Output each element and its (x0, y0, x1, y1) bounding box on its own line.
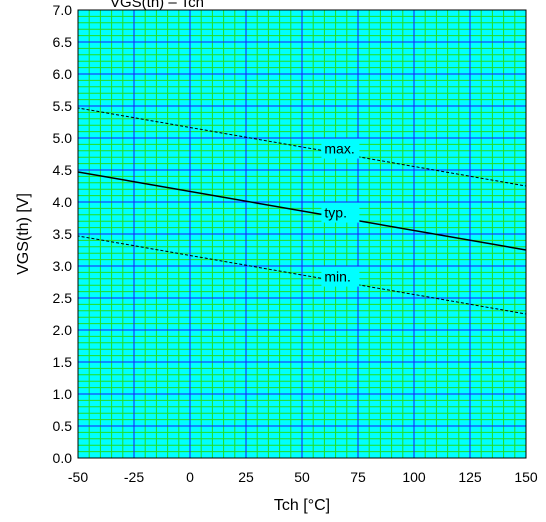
series-max-line (78, 107, 526, 187)
x-tick-label: 125 (458, 469, 482, 485)
series-typ-line (78, 171, 526, 251)
x-tick-labels: -50 -25 0 25 50 75 100 125 150 (68, 469, 538, 485)
series-min-line (78, 235, 526, 315)
y-tick-label: 2.0 (53, 322, 73, 338)
x-tick-label: 75 (350, 469, 366, 485)
x-tick-label: 100 (402, 469, 426, 485)
y-tick-label: 5.0 (53, 130, 73, 146)
y-tick-label: 6.5 (53, 34, 73, 50)
y-tick-labels: 0.0 0.5 1.0 1.5 2.0 2.5 3.0 3.5 4.0 4.5 5.0 5.5 6.0 6… (53, 2, 73, 466)
y-axis-label: VGS(th) [V] (15, 193, 32, 275)
series-group (78, 107, 526, 315)
y-tick-label: 3.5 (53, 226, 73, 242)
y-tick-label: 2.5 (53, 290, 73, 306)
y-tick-label: 0.5 (53, 418, 73, 434)
y-tick-label: 0.0 (53, 450, 73, 466)
x-tick-label: 0 (186, 469, 194, 485)
series-label-bg (321, 138, 360, 159)
chart-title-fragment: VGS(th) – Tch (110, 0, 204, 11)
y-tick-label: 1.0 (53, 386, 73, 402)
series-labels: max. typ. min. (321, 138, 360, 287)
grid (78, 10, 526, 458)
y-tick-label: 6.0 (53, 66, 73, 82)
y-tick-label: 7.0 (53, 2, 73, 18)
series-label-bg (321, 266, 360, 287)
plot-frame (77, 9, 527, 459)
series-label-typ: typ. (324, 205, 347, 221)
x-axis-label: Tch [°C] (274, 497, 330, 514)
y-tick-label: 5.5 (53, 98, 73, 114)
x-tick-label: -25 (124, 469, 144, 485)
y-tick-label: 3.0 (53, 258, 73, 274)
y-tick-label: 1.5 (53, 354, 73, 370)
x-tick-label: 50 (294, 469, 310, 485)
x-tick-label: 150 (514, 469, 538, 485)
y-tick-label: 4.0 (53, 194, 73, 210)
x-tick-label: 25 (238, 469, 254, 485)
series-label-min: min. (324, 269, 350, 285)
x-tick-label: -50 (68, 469, 88, 485)
series-label-max: max. (324, 141, 354, 157)
y-tick-label: 4.5 (53, 162, 73, 178)
series-label-bg (321, 202, 360, 223)
